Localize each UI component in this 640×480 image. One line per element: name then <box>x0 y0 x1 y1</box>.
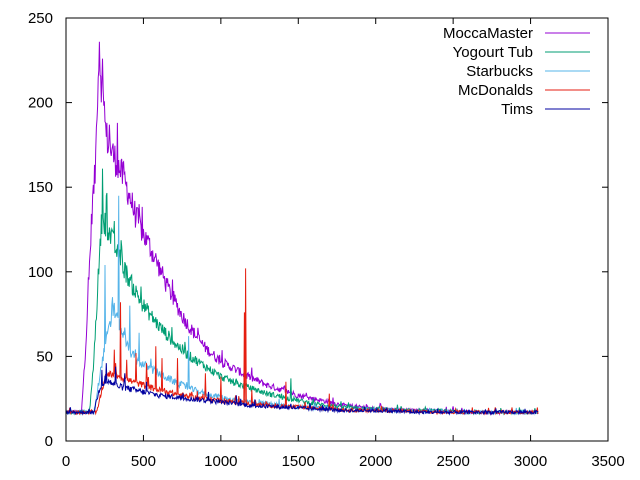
legend-label: Yogourt Tub <box>453 44 533 61</box>
series-line-tims <box>65 363 539 416</box>
y-tick-label: 0 <box>45 433 53 450</box>
x-tick-label: 1500 <box>282 453 315 470</box>
legend: MoccaMaster Yogourt Tub Starbucks McDonalds… <box>443 25 590 118</box>
x-tick-label: 3000 <box>514 453 547 470</box>
y-tick-label: 200 <box>28 95 53 112</box>
x-tick-label: 1000 <box>204 453 237 470</box>
x-axis: 0 500 1000 1500 2000 2500 3000 3500 <box>62 18 625 470</box>
legend-label: McDonalds <box>458 82 533 99</box>
y-tick-label: 50 <box>36 348 53 365</box>
y-tick-label: 250 <box>28 10 53 27</box>
plot-frame <box>65 17 609 442</box>
y-tick-label: 150 <box>28 179 53 196</box>
legend-label: Starbucks <box>466 63 533 80</box>
legend-label: Tims <box>501 101 533 118</box>
legend-label: MoccaMaster <box>443 25 533 42</box>
x-tick-label: 2000 <box>359 453 392 470</box>
x-tick-label: 500 <box>131 453 156 470</box>
x-tick-label: 0 <box>62 453 70 470</box>
y-axis: 0 50 100 150 200 250 <box>28 10 608 450</box>
series-lines <box>65 41 539 416</box>
x-tick-label: 3500 <box>591 453 624 470</box>
x-tick-label: 2500 <box>436 453 469 470</box>
y-tick-label: 100 <box>28 264 53 281</box>
